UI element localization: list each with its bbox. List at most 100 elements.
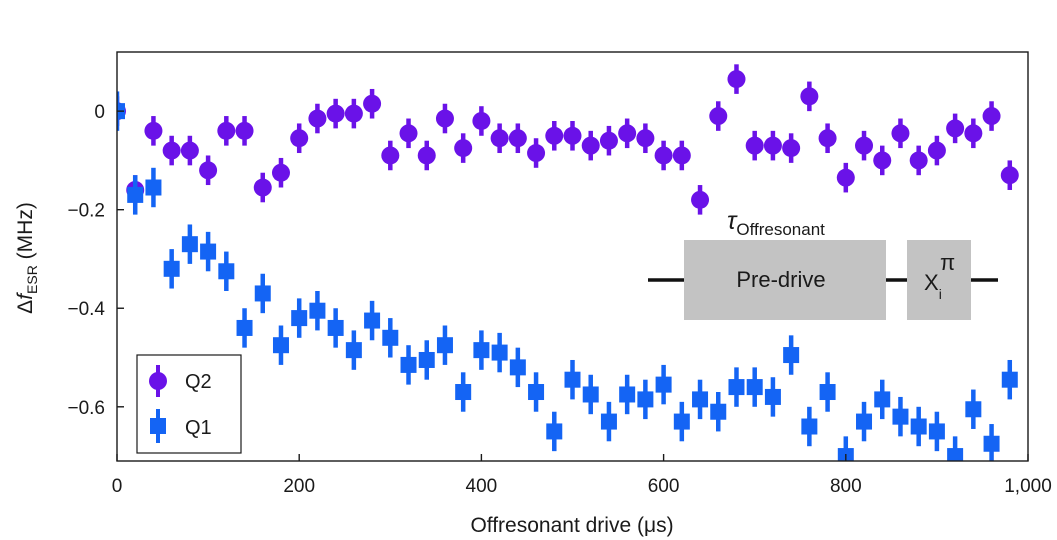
y-label-prefix: Δ xyxy=(14,300,37,314)
point-q1 xyxy=(200,243,217,260)
legend-q2-marker xyxy=(149,372,167,390)
point-q1 xyxy=(746,379,763,396)
y-tick-label: −0.4 xyxy=(67,299,105,320)
point-q2 xyxy=(435,109,454,128)
point-q2 xyxy=(618,124,637,143)
point-q1 xyxy=(928,423,945,440)
point-q2 xyxy=(527,144,546,163)
point-q1 xyxy=(783,347,800,364)
pre-drive-label: Pre-drive xyxy=(736,267,825,292)
point-q2 xyxy=(545,126,564,145)
point-q1 xyxy=(710,403,727,420)
point-q2 xyxy=(326,104,345,123)
y-label-subscript: ESR xyxy=(24,265,40,294)
point-q1 xyxy=(600,413,617,430)
point-q1 xyxy=(364,312,381,329)
point-q1 xyxy=(819,384,836,401)
legend: Q2 Q1 xyxy=(136,354,242,454)
point-q2 xyxy=(508,129,527,148)
point-q2 xyxy=(581,136,600,155)
legend-q2-label: Q2 xyxy=(185,371,212,393)
point-q2 xyxy=(417,146,436,165)
point-q1 xyxy=(692,391,709,408)
point-q2 xyxy=(909,151,928,170)
point-q2 xyxy=(873,151,892,170)
tau-subscript: Offresonant xyxy=(736,220,825,239)
point-q2 xyxy=(1000,166,1019,185)
point-q1 xyxy=(254,285,271,302)
point-q2 xyxy=(745,136,764,155)
point-q1 xyxy=(965,401,982,418)
point-q2 xyxy=(599,131,618,150)
point-q2 xyxy=(290,129,309,148)
x-tick-label: 600 xyxy=(648,476,680,497)
point-q1 xyxy=(145,179,162,196)
point-q2 xyxy=(818,129,837,148)
point-q2 xyxy=(344,104,363,123)
point-q1 xyxy=(892,408,909,425)
point-q2 xyxy=(855,136,874,155)
legend-item-q2: Q2 xyxy=(149,365,212,397)
point-q1 xyxy=(564,371,581,388)
point-q2 xyxy=(363,94,382,113)
point-q1 xyxy=(436,337,453,354)
point-q2 xyxy=(927,141,946,160)
point-q2 xyxy=(800,87,819,106)
point-q1 xyxy=(983,435,1000,452)
point-q1 xyxy=(509,359,526,376)
x-tick-label: 800 xyxy=(830,476,862,497)
point-q1 xyxy=(127,186,144,203)
point-q1 xyxy=(637,391,654,408)
x-axis: 0 200 400 600 800 1,000 xyxy=(112,454,1052,497)
point-q2 xyxy=(636,129,655,148)
point-q1 xyxy=(947,448,964,461)
point-q1 xyxy=(546,423,563,440)
point-q1 xyxy=(418,351,435,368)
y-tick-label: −0.2 xyxy=(67,201,105,222)
point-q1 xyxy=(272,337,289,354)
data-series-layer xyxy=(117,64,1019,461)
point-q2 xyxy=(946,119,965,138)
point-q2 xyxy=(308,109,327,128)
y-axis: 0 −0.2 −0.4 −0.6 xyxy=(67,102,124,419)
y-tick-label: −0.6 xyxy=(67,398,105,419)
point-q2 xyxy=(253,178,272,197)
point-q1 xyxy=(181,236,198,253)
point-q2 xyxy=(472,111,491,130)
point-q1 xyxy=(455,384,472,401)
x-tick-label: 0 xyxy=(112,476,123,497)
point-q2 xyxy=(454,139,473,158)
point-q2 xyxy=(782,139,801,158)
point-q1 xyxy=(801,418,818,435)
point-q2 xyxy=(691,190,710,209)
point-q2 xyxy=(180,141,199,160)
y-axis-label: ΔfESR (MHz) xyxy=(14,202,40,314)
legend-q1-marker xyxy=(150,418,166,434)
point-q1 xyxy=(163,260,180,277)
pre-drive-block xyxy=(684,240,886,320)
point-q2 xyxy=(235,121,254,140)
point-q2 xyxy=(763,136,782,155)
series-q1 xyxy=(117,91,1018,461)
x-pi-superscript: π xyxy=(940,250,955,275)
point-q2 xyxy=(727,70,746,89)
point-q1 xyxy=(382,329,399,346)
x-pi-subscript: i xyxy=(939,286,942,302)
point-q1 xyxy=(327,319,344,336)
point-q2 xyxy=(199,161,218,180)
point-q2 xyxy=(381,146,400,165)
tau-label: τOffresonant xyxy=(727,207,825,239)
point-q1 xyxy=(400,356,417,373)
x-axis-label: Offresonant drive (μs) xyxy=(470,514,673,537)
point-q2 xyxy=(144,121,163,140)
point-q1 xyxy=(236,319,253,336)
tau-symbol: τ xyxy=(727,207,738,235)
legend-box xyxy=(136,354,242,454)
pulse-sequence-inset: Pre-drive Xi π τOffresonant xyxy=(648,207,998,320)
point-q1 xyxy=(491,344,508,361)
y-label-italic: f xyxy=(14,292,37,300)
point-q1 xyxy=(655,376,672,393)
point-q1 xyxy=(910,418,927,435)
legend-q1-label: Q1 xyxy=(185,417,212,439)
